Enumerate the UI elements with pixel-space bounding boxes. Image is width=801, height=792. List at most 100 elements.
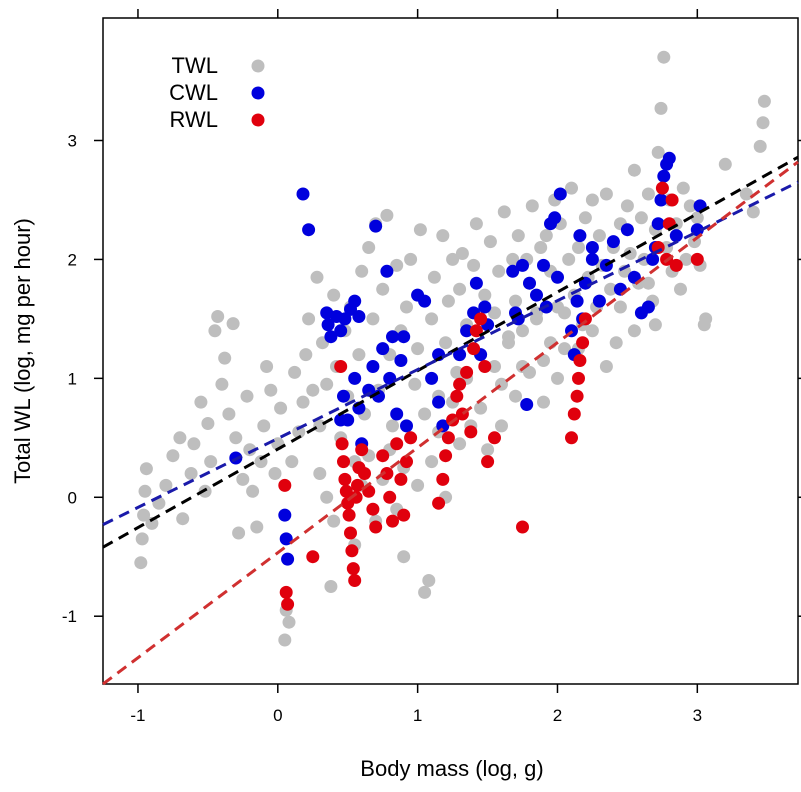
point-rwl [474,312,488,326]
point-rwl [665,193,679,207]
point-twl [362,241,376,254]
point-rwl [439,449,453,463]
point-rwl [351,478,364,492]
point-cwl [334,324,348,338]
point-twl [296,395,310,409]
point-twl [492,264,506,278]
point-rwl [570,389,584,403]
point-twl [613,300,627,314]
point-twl [139,462,153,476]
point-cwl [394,354,408,367]
point-cwl [383,371,397,385]
point-cwl [520,398,534,411]
point-twl [257,419,271,433]
point-cwl [585,252,599,266]
point-cwl [537,258,550,272]
point-rwl [281,597,295,611]
point-twl [376,282,390,296]
point-twl [404,252,418,266]
point-twl [509,294,522,308]
point-twl [320,490,334,504]
point-rwl [469,324,483,338]
point-rwl [342,508,356,522]
point-rwl [436,472,450,486]
point-twl [648,318,662,332]
point-twl [400,300,413,314]
point-twl [534,241,548,254]
point-twl [194,395,208,409]
point-rwl [345,544,359,558]
x-tick-label: -1 [130,706,145,725]
point-rwl [488,431,501,445]
point-cwl [337,389,350,403]
point-twl [455,247,469,260]
point-twl [469,217,483,231]
point-cwl [320,306,334,320]
point-twl [352,348,366,362]
point-twl [599,187,613,201]
point-rwl [578,312,592,326]
legend-marker-cwl [251,86,265,100]
point-twl [441,294,455,308]
point-twl [278,633,292,647]
point-cwl [669,229,683,243]
legend-label-twl: TWL [172,53,218,78]
point-rwl [348,574,362,587]
point-twl [260,360,274,373]
point-rwl [349,490,363,504]
x-axis-title: Body mass (log, g) [360,756,543,781]
point-rwl [397,508,411,522]
point-twl [201,417,215,430]
point-twl [274,401,288,415]
point-rwl [334,360,348,373]
x-tick-label: 1 [413,706,422,725]
point-twl [229,431,243,445]
point-twl [511,229,525,243]
point-twl [427,270,441,284]
point-twl [683,199,697,213]
point-cwl [523,276,536,290]
point-twl [246,484,260,498]
point-cwl [278,508,292,522]
point-cwl [362,383,376,397]
point-cwl [296,187,310,201]
point-rwl [432,496,446,510]
point-rwl [655,181,669,195]
point-twl [173,431,187,445]
point-twl [134,556,148,570]
point-twl [467,258,481,272]
point-twl [450,365,464,379]
point-cwl [400,419,413,433]
point-twl [222,407,236,421]
point-twl [474,401,488,415]
point-twl [355,264,369,278]
point-twl [551,371,564,385]
point-rwl [576,336,590,350]
point-twl [138,484,152,498]
point-rwl [481,455,495,469]
legend-marker-rwl [251,113,265,127]
point-twl [439,336,453,350]
point-rwl [338,472,352,486]
point-twl [380,208,394,222]
point-rwl [339,484,353,498]
point-twl [145,516,159,530]
point-rwl [460,365,474,379]
point-twl [585,193,599,207]
point-twl [327,288,341,302]
point-cwl [341,413,355,427]
point-rwl [573,354,587,367]
point-twl [436,229,450,243]
point-twl [453,437,467,451]
y-tick-label: 2 [68,250,77,269]
point-cwl [432,395,446,409]
point-rwl [383,490,397,504]
point-cwl [651,217,665,231]
point-twl [641,276,655,290]
point-twl [509,389,522,403]
point-rwl [376,449,390,463]
point-twl [627,163,641,177]
point-twl [676,181,690,195]
